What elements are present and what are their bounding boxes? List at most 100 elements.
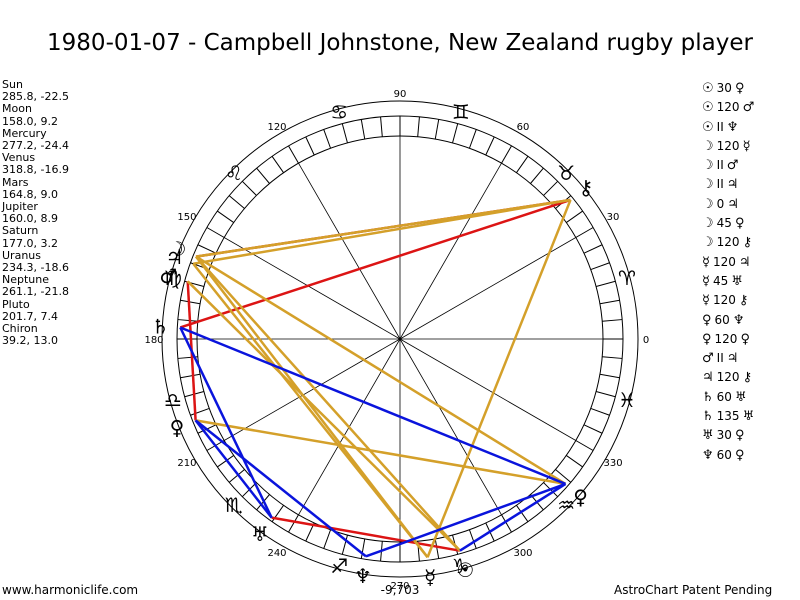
degree-tick (501, 514, 512, 533)
degree-tick (417, 116, 420, 137)
degree-tick (602, 319, 623, 322)
position-value: 261.1, -21.8 (2, 285, 69, 299)
cancer-sign-icon: ♋ (330, 100, 348, 124)
outer-circle (161, 100, 639, 578)
aspect-planet-a: ☉ (702, 100, 714, 116)
aspect-row: ♄ 60 ♅ (702, 388, 757, 407)
bottom-value: -9,703 (381, 583, 420, 597)
aspect-planet-a: ♅ (702, 428, 714, 444)
position-name: Chiron (2, 322, 38, 336)
degree-tick (341, 534, 348, 555)
position-value: 277.2, -24.4 (2, 139, 69, 153)
degree-tick (590, 262, 610, 271)
aspect-planet-b: ♀ (734, 428, 745, 444)
neptune-planet-icon: ♆ (354, 564, 372, 588)
scorpio-sign-icon: ♏ (225, 493, 243, 517)
degree-label: 150 (177, 212, 196, 223)
uranus-planet-icon: ♅ (251, 522, 269, 546)
aspect-planet-a: ♄ (702, 409, 714, 425)
degree-tick (241, 180, 257, 196)
aspect-line (426, 199, 572, 558)
degree-tick (288, 514, 299, 533)
degree-tick (595, 280, 616, 287)
sign-spoke (298, 162, 401, 340)
aspect-angle: II (716, 158, 724, 173)
degree-tick (590, 407, 610, 416)
aspect-line (179, 326, 567, 486)
position-name: Mars (2, 175, 29, 189)
aspect-angle: II (716, 119, 724, 134)
aspect-planet-b: ⚷ (742, 370, 753, 386)
aspect-row: ☉ 30 ♀ (702, 79, 757, 98)
position-value: 158.0, 9.2 (2, 114, 58, 128)
degree-tick (602, 356, 623, 359)
position-value: 201.7, 7.4 (2, 309, 58, 323)
sun-planet-icon: ☉ (456, 558, 474, 582)
degree-label: 30 (607, 212, 620, 223)
aspect-planet-a: ☉ (702, 119, 714, 135)
aspect-row: ☿ 120 ⚷ (702, 291, 757, 310)
degree-tick (256, 167, 270, 184)
degree-tick (516, 156, 529, 173)
aspect-planet-b: ♃ (738, 254, 751, 270)
aries-sign-icon: ♈ (618, 266, 636, 290)
aspect-planet-a: ☽ (702, 235, 714, 251)
position-name: Uranus (2, 248, 41, 262)
aspect-planet-a: ♂ (702, 351, 714, 367)
degree-tick (323, 529, 332, 549)
aspect-planet-b: ♀ (734, 216, 745, 232)
aspect-planet-b: ♃ (726, 351, 739, 367)
aspect-angle: 120 (716, 100, 740, 115)
degree-label: 90 (394, 89, 407, 100)
aspect-angle: 120 (714, 331, 738, 346)
position-value: 177.0, 3.2 (2, 236, 58, 250)
degree-tick (468, 129, 477, 149)
sign-spoke (399, 338, 502, 516)
sign-spoke (399, 162, 502, 340)
aspect-angle: 120 (716, 370, 740, 385)
degree-tick (575, 440, 594, 451)
sign-spoke (399, 338, 577, 441)
aspect-planet-b: ⚷ (738, 293, 749, 309)
aspect-planet-b: ♃ (726, 177, 739, 193)
degree-tick (197, 244, 217, 254)
degree-tick (380, 116, 383, 137)
aspect-row: ♀ 60 ♆ (702, 311, 757, 330)
gemini-sign-icon: ♊ (452, 100, 470, 124)
position-name: Venus (2, 151, 36, 165)
degree-tick (543, 180, 559, 196)
sign-spoke (223, 338, 401, 441)
saturn-planet-icon: ♄ (151, 314, 169, 338)
degree-tick (180, 299, 201, 305)
pisces-sign-icon: ♓ (618, 388, 636, 412)
jupiter-planet-icon: ♃ (166, 245, 184, 269)
aspect-planet-b: ♅ (742, 409, 755, 425)
position-value: 234.3, -18.6 (2, 261, 69, 275)
aspect-row: ☉ II ♆ (702, 118, 757, 137)
aspect-planet-a: ☽ (702, 177, 714, 193)
aspect-row: ☽ 45 ♀ (702, 214, 757, 233)
sign-spoke (223, 237, 401, 340)
degree-tick (434, 119, 440, 140)
aspect-angle: 60 (716, 447, 732, 462)
aspect-planet-a: ♄ (702, 389, 714, 405)
degree-tick (305, 136, 315, 156)
aspect-planet-b: ♅ (734, 389, 747, 405)
degree-label: 330 (603, 458, 622, 469)
position-value: 39.2, 13.0 (2, 334, 58, 348)
aspect-planet-b: ♂ (742, 100, 755, 116)
aspect-row: ☽ 120 ⚷ (702, 233, 757, 252)
degree-tick (217, 455, 234, 468)
aspect-line (195, 419, 566, 486)
degree-label: 60 (517, 122, 530, 133)
libra-sign-icon: ♎ (164, 388, 182, 412)
degree-tick (501, 145, 512, 164)
website-footer[interactable]: www.harmoniclife.com (2, 583, 139, 597)
aspect-list: ☉ 30 ♀ ☉ 120 ♂ ☉ II ♆ ☽ 120 ☿ ☽ II ♂ ☽ II ♃ ☽ 0 ♃ ☽ 45 ♀ ☽ 120 ⚷ ☿ 1… (702, 79, 757, 465)
degree-tick (206, 227, 225, 238)
aspect-planet-a: ☿ (702, 293, 710, 309)
aspect-planet-b: ♆ (726, 119, 739, 135)
aspect-line (193, 198, 571, 265)
moon-planet-icon: ☽ (169, 237, 187, 261)
aspect-planet-a: ♀ (702, 331, 712, 347)
